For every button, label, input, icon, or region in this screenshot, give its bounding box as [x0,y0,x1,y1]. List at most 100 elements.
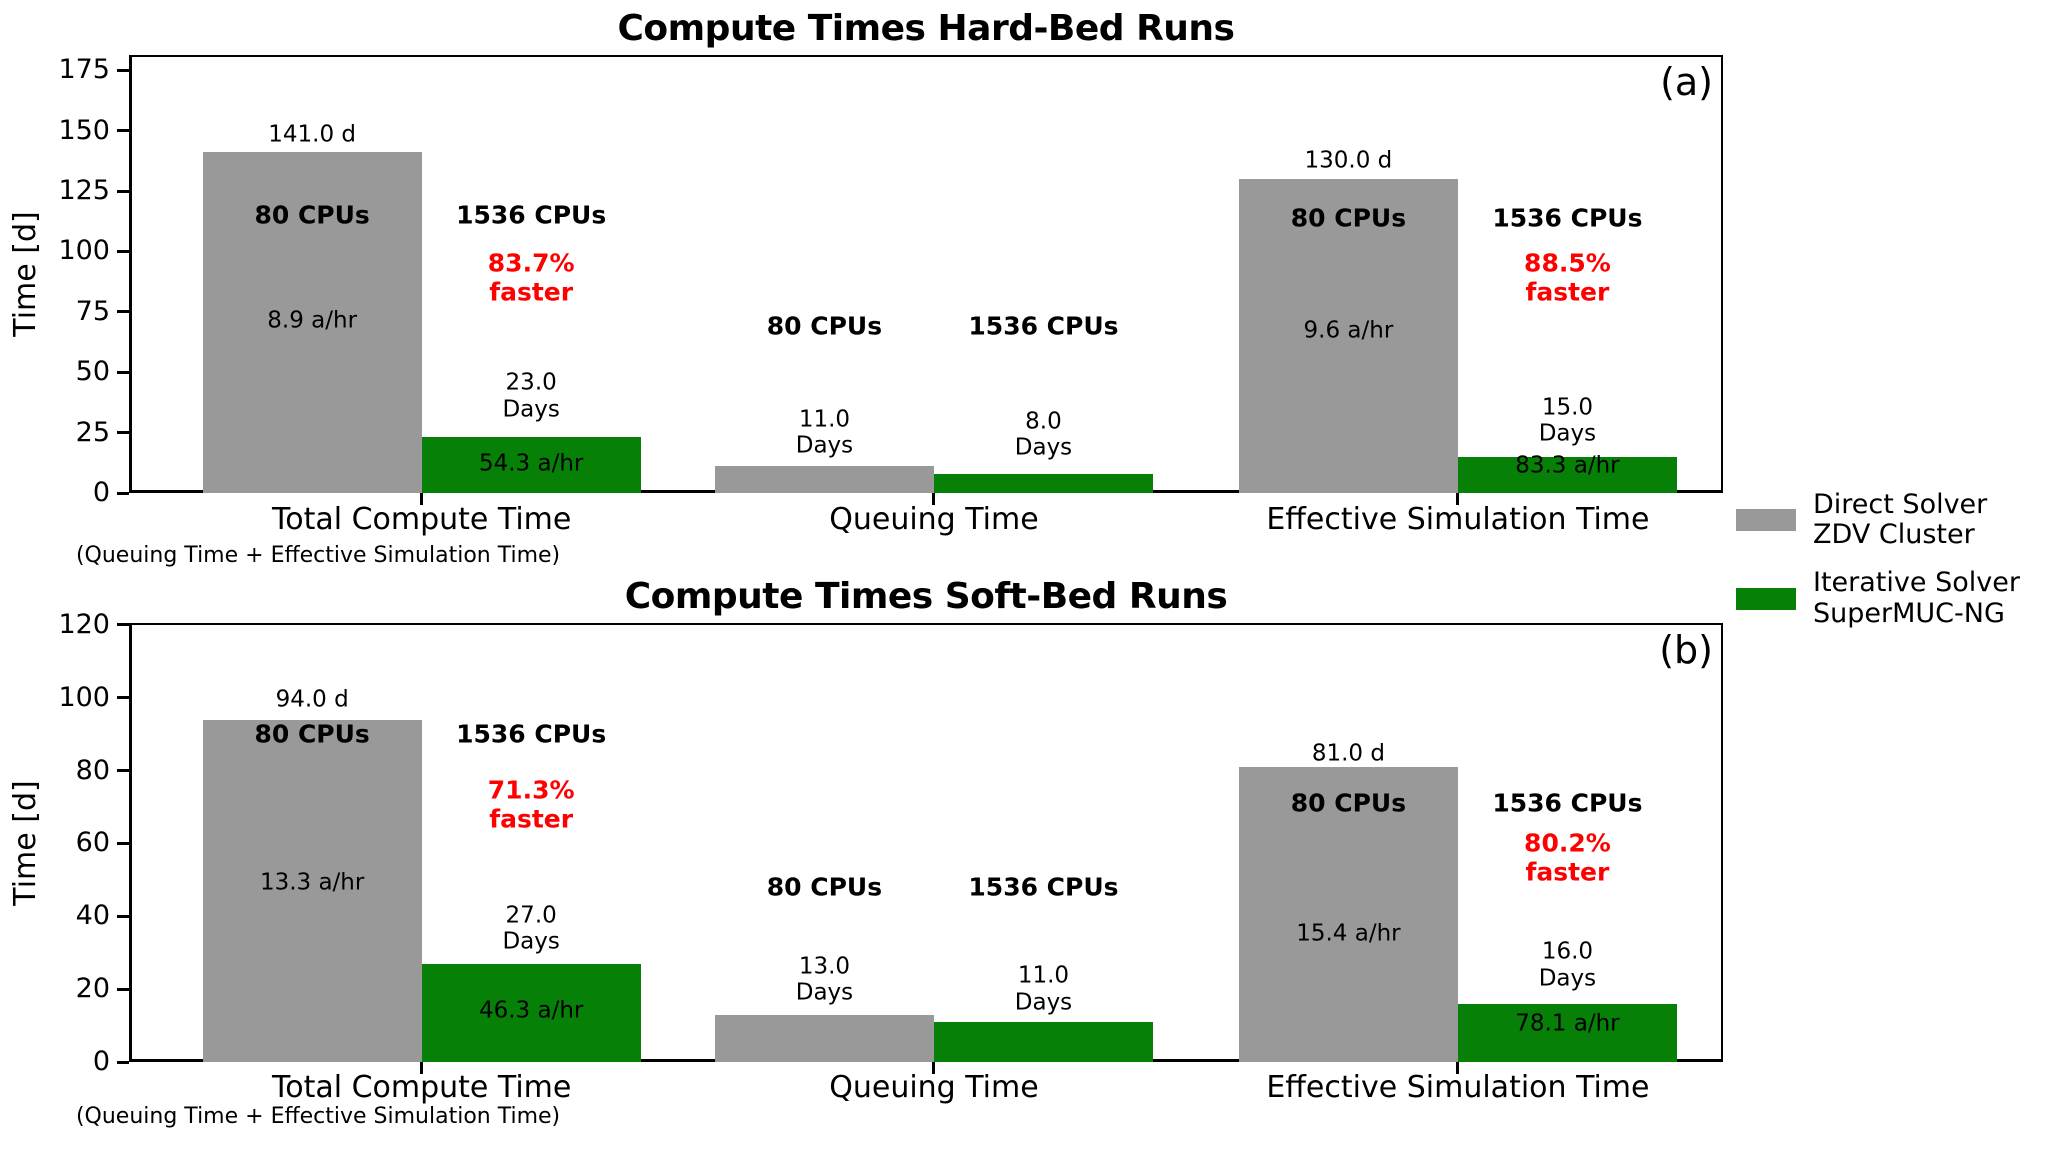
y-tick-label: 75 [75,295,110,327]
annotation-cpu: 80 CPUs [766,872,883,902]
legend: Direct Solver ZDV Cluster Iterative Solv… [1736,489,2020,629]
panel-letter-label: (a) [1660,60,1713,104]
y-tick-mark [117,249,129,253]
annotation-cpu: 80 CPUs [1290,202,1407,232]
annotation-days: 11.0 Days [1014,962,1073,1016]
annotation-cpu: 80 CPUs [766,311,883,341]
x-tick-mark [1456,1062,1460,1074]
annotation-cpu: 80 CPUs [1290,788,1407,818]
y-tick-mark [117,189,129,193]
y-tick-mark [117,769,129,773]
annotation-cpu: 1536 CPUs [968,311,1119,341]
annotation-ahr: 15.4 a/hr [1296,920,1401,947]
x-category-label: Total Compute Time [271,502,572,537]
y-tick-mark [117,129,129,133]
annotation-ahr: 9.6 a/hr [1303,317,1394,344]
annotation-speedup: 80.2% faster [1524,828,1611,886]
annotation-days: 13.0 Days [795,953,854,1007]
x-tick-mark [420,1062,424,1074]
x-tick-mark [932,493,936,505]
x-category-sublabel: (Queuing Time + Effective Simulation Tim… [75,1104,561,1129]
y-tick-label: 175 [58,54,110,86]
y-tick-mark [117,841,129,845]
y-tick-label: 60 [75,827,110,859]
annotation-speedup: 83.7% faster [487,248,575,306]
bar-iterative-solver [1457,456,1677,493]
annotation-value: 81.0 d [1311,740,1385,767]
annotation-cpu: 80 CPUs [254,719,370,749]
x-category-label: Queuing Time [829,502,1039,537]
y-tick-label: 125 [58,175,110,206]
y-tick-label: 80 [75,754,110,786]
annotation-value: 130.0 d [1304,147,1393,174]
annotation-ahr: 78.1 a/hr [1515,1010,1620,1037]
y-tick-label: 25 [75,416,110,448]
x-category-label: Effective Simulation Time [1266,1070,1650,1105]
y-tick-mark [117,431,129,435]
annotation-ahr: 13.3 a/hr [259,869,365,896]
annotation-ahr: 46.3 a/hr [478,997,584,1024]
y-tick-label: 50 [75,356,110,388]
legend-item-iterative-solver: Iterative Solver SuperMUC-NG [1736,568,2020,628]
annotation-days: 16.0 Days [1538,939,1597,992]
annotation-cpu: 1536 CPUs [1492,202,1643,232]
panel-title: Compute Times Hard-Bed Runs [617,8,1235,49]
bar-direct-solver [714,1014,934,1062]
annotation-cpu: 80 CPUs [254,200,370,230]
panel-letter-label: (b) [1659,628,1713,672]
y-tick-label: 150 [58,114,110,146]
y-tick-label: 100 [58,235,110,267]
annotation-cpu: 1536 CPUs [968,872,1119,902]
y-tick-mark [117,68,129,72]
bar-iterative-solver [1457,1003,1677,1062]
x-category-label: Total Compute Time [271,1070,572,1105]
y-tick-label: 0 [92,477,110,508]
y-tick-label: 40 [75,900,110,932]
bar-iterative-solver [933,1021,1153,1062]
bar-direct-solver [202,719,422,1062]
annotation-value: 141.0 d [268,121,357,148]
annotation-ahr: 8.9 a/hr [267,307,358,334]
legend-swatch-green [1736,587,1796,610]
x-category-sublabel: (Queuing Time + Effective Simulation Tim… [75,543,561,568]
x-category-label: Queuing Time [829,1070,1039,1105]
bar-direct-solver [1238,178,1458,493]
bar-direct-solver [714,466,934,493]
x-category-label: Effective Simulation Time [1266,502,1650,537]
y-tick-label: 20 [75,973,110,1005]
annotation-ahr: 54.3 a/hr [478,450,584,477]
annotation-cpu: 1536 CPUs [1492,788,1643,818]
annotation-value: 94.0 d [275,685,349,712]
legend-item-direct-solver: Direct Solver ZDV Cluster [1736,489,2020,551]
y-tick-mark [117,623,129,627]
y-tick-mark [117,914,129,918]
legend-label-direct-solver: Direct Solver ZDV Cluster [1813,489,1988,551]
annotation-days: 11.0 Days [795,406,854,459]
annotation-days: 23.0 Days [502,369,560,423]
y-tick-mark [117,310,129,314]
annotation-speedup: 88.5% faster [1524,248,1611,306]
annotation-speedup: 71.3% faster [487,775,575,834]
x-tick-mark [420,493,424,505]
y-tick-mark [117,696,129,700]
annotation-days: 15.0 Days [1538,394,1597,447]
y-tick-label: 120 [58,608,110,640]
annotation-cpu: 1536 CPUs [456,200,607,230]
y-tick-mark [117,987,129,991]
annotation-days: 8.0 Days [1014,408,1073,462]
y-tick-label: 100 [58,681,110,713]
y-tick-mark [117,491,129,495]
bar-iterative-solver [421,963,641,1062]
annotation-cpu: 1536 CPUs [456,719,607,749]
bar-iterative-solver [933,473,1153,493]
y-tick-label: 0 [92,1046,110,1077]
y-tick-mark [117,1060,129,1064]
legend-label-iterative-solver: Iterative Solver SuperMUC-NG [1813,567,2020,629]
bar-iterative-solver [421,437,641,493]
panel-title: Compute Times Soft-Bed Runs [624,576,1228,617]
annotation-days: 27.0 Days [502,902,560,956]
bar-direct-solver [1238,766,1458,1062]
x-tick-mark [932,1062,936,1074]
y-tick-mark [117,370,129,374]
